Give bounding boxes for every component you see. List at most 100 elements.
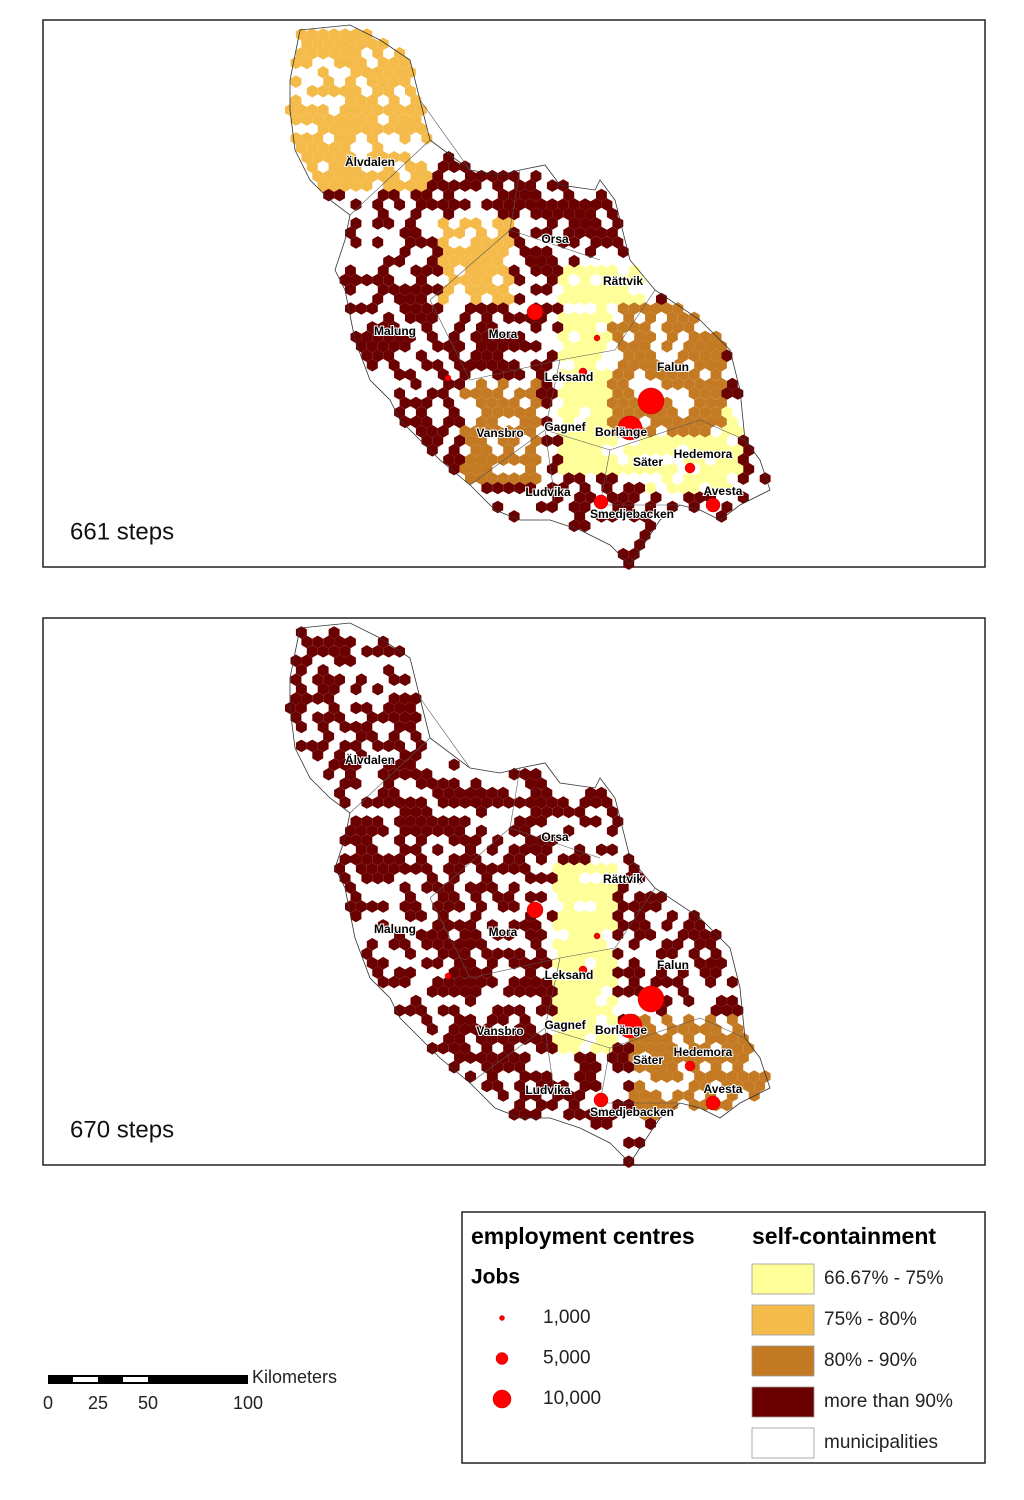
hex-cell	[574, 1089, 586, 1102]
hex-cell	[557, 387, 569, 400]
municipality-border	[419, 99, 471, 171]
hex-cell	[606, 862, 618, 875]
hex-cell	[388, 283, 400, 296]
hex-cell	[377, 824, 389, 838]
hex-cell	[574, 975, 586, 989]
municipality-border	[559, 947, 616, 959]
hex-cell	[590, 425, 602, 438]
hex-cell	[383, 739, 395, 753]
hex-cell	[301, 56, 313, 70]
hex-cell	[394, 406, 405, 419]
hex-cell	[481, 330, 493, 344]
hex-cell	[388, 75, 400, 88]
hex-cell	[546, 985, 558, 998]
hex-cell	[563, 1108, 575, 1121]
hex-cell	[470, 1023, 482, 1036]
hex-cell	[465, 938, 476, 951]
hex-cell	[405, 947, 416, 960]
hex-cell	[568, 985, 580, 998]
hex-cell	[677, 368, 689, 381]
hex-cell	[334, 151, 345, 164]
hex-cell	[405, 796, 416, 809]
hex-cell	[334, 169, 345, 183]
municipality-border	[349, 139, 431, 216]
hex-cell	[486, 245, 498, 259]
hex-cell	[476, 434, 487, 448]
hex-cell	[443, 151, 455, 164]
hex-cell	[454, 245, 465, 259]
hex-cell	[312, 169, 324, 183]
hex-cell	[410, 396, 422, 410]
hex-cell	[372, 47, 384, 60]
hex-cell	[705, 472, 716, 485]
hex-cell	[454, 900, 465, 913]
hex-cell	[585, 226, 596, 240]
hex-cell	[465, 956, 476, 970]
place-label: Hedemora	[674, 447, 733, 461]
hex-cell	[563, 938, 575, 951]
hex-cell	[574, 264, 586, 277]
hex-cell	[405, 890, 416, 904]
hex-cell	[361, 947, 373, 960]
hex-cell	[486, 302, 498, 315]
hex-cell	[541, 207, 553, 221]
hex-cell	[470, 777, 482, 790]
hex-cell	[415, 406, 427, 419]
hex-cell	[377, 767, 389, 781]
hex-cell	[705, 956, 716, 970]
hex-cell	[590, 966, 602, 979]
hex-cell	[454, 415, 465, 429]
hex-cell	[410, 226, 422, 240]
hex-cell	[350, 28, 362, 41]
hex-cell	[355, 56, 367, 70]
hex-cell	[421, 188, 433, 202]
hex-cell	[514, 1060, 526, 1074]
hex-cell	[350, 198, 362, 211]
hex-cell	[606, 956, 618, 970]
hex-cell	[623, 368, 635, 381]
hex-cell	[694, 472, 706, 485]
municipality-border	[429, 299, 471, 381]
hex-cell	[596, 862, 607, 875]
hex-cell	[617, 283, 629, 296]
hex-cell	[546, 871, 558, 885]
hex-cell	[557, 1004, 569, 1017]
hex-cell	[448, 160, 460, 174]
hex-cell	[454, 975, 465, 989]
hex-cell	[606, 900, 618, 913]
hex-cell	[525, 796, 536, 809]
place-label: Hedemora	[674, 1045, 733, 1059]
hex-cell	[574, 1051, 586, 1064]
place-label: Malung	[374, 324, 416, 338]
hex-cell	[432, 919, 444, 932]
hex-cell	[699, 330, 711, 344]
hex-cell	[514, 387, 526, 400]
hex-cell	[579, 330, 591, 344]
hex-cell	[383, 701, 395, 715]
hex-cell	[432, 283, 444, 296]
hex-cell	[486, 881, 498, 894]
hex-cell	[317, 664, 329, 677]
hex-cell	[585, 321, 596, 334]
hex-cell	[579, 985, 591, 998]
hex-cell	[530, 283, 542, 296]
hex-cell	[432, 938, 444, 951]
hex-cell	[295, 664, 307, 677]
hex-cell	[536, 1098, 547, 1112]
hex-cell	[590, 443, 602, 457]
hex-cell	[465, 1013, 476, 1027]
municipality-border	[509, 229, 601, 261]
hex-cell	[497, 377, 509, 391]
hex-cell	[530, 226, 542, 240]
hex-cell	[568, 198, 580, 211]
hex-cell	[601, 1004, 613, 1017]
hex-cell	[405, 330, 416, 344]
hex-cell	[519, 415, 531, 429]
place-label: Säter	[633, 455, 663, 469]
hex-cell	[476, 938, 487, 951]
hex-cell	[410, 692, 422, 705]
hex-cell	[317, 84, 329, 98]
hex-cell	[726, 377, 738, 391]
hex-cell	[410, 843, 422, 857]
hex-cell	[666, 1042, 678, 1055]
